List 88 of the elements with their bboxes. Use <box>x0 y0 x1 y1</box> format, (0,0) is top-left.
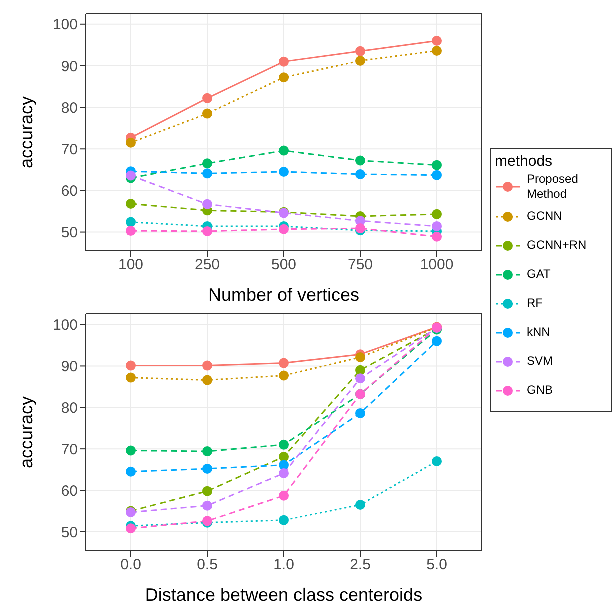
point <box>279 515 289 526</box>
legend-label: GAT <box>527 267 551 282</box>
point <box>432 232 442 242</box>
point <box>356 408 366 418</box>
point <box>356 352 366 363</box>
y-axis-title: accuracy <box>16 396 36 469</box>
point <box>279 224 289 234</box>
y-tick-label: 50 <box>61 524 78 542</box>
x-tick-label: 0.0 <box>120 556 142 574</box>
y-tick-label: 60 <box>61 183 78 200</box>
point <box>356 500 366 510</box>
point <box>126 446 136 456</box>
point <box>126 170 136 181</box>
x-axis-title: Distance between class centeroids <box>145 585 423 605</box>
point <box>202 93 212 104</box>
legend-label: SVM <box>527 354 554 369</box>
point <box>126 466 136 477</box>
point <box>279 56 289 67</box>
y-tick-label: 50 <box>61 224 78 242</box>
legend-title: methods <box>495 153 554 170</box>
point <box>432 456 442 467</box>
y-tick-label: 100 <box>52 317 78 334</box>
point <box>279 490 289 501</box>
x-axis-title: Number of vertices <box>208 285 360 305</box>
point <box>432 36 442 46</box>
x-tick-label: 750 <box>348 256 374 274</box>
y-tick-label: 70 <box>61 141 78 158</box>
point <box>432 170 442 180</box>
point <box>126 524 136 534</box>
point <box>279 358 289 368</box>
x-tick-label: 2.5 <box>350 556 371 574</box>
point <box>126 360 136 371</box>
point <box>356 365 366 376</box>
point <box>279 468 289 479</box>
point <box>279 452 289 462</box>
point <box>202 500 212 511</box>
point <box>279 72 289 83</box>
y-tick-label: 60 <box>61 482 78 500</box>
point <box>432 209 442 220</box>
point <box>202 199 212 210</box>
x-tick-label: 1.0 <box>274 556 294 574</box>
legend-label: GCNN+RN <box>527 238 587 253</box>
point <box>202 168 212 179</box>
x-tick-label: 500 <box>271 256 297 274</box>
point <box>356 169 366 180</box>
point <box>126 138 136 148</box>
point <box>279 440 289 450</box>
y-axis-title: accuracy <box>16 96 36 169</box>
legend-label: GNB <box>527 383 554 398</box>
point <box>202 158 212 169</box>
point <box>202 464 212 474</box>
point <box>279 460 289 470</box>
point <box>432 336 442 346</box>
y-tick-label: 90 <box>61 358 78 376</box>
point <box>432 46 442 56</box>
point <box>432 160 442 170</box>
point <box>356 156 366 166</box>
point <box>279 370 289 381</box>
point <box>356 56 366 66</box>
legend-label: GCNN <box>527 209 562 224</box>
point <box>279 146 289 156</box>
legend-label: Proposed Method <box>527 172 580 202</box>
legend-label: RF <box>527 296 543 311</box>
y-tick-label: 100 <box>52 16 78 34</box>
y-tick-label: 80 <box>61 100 78 117</box>
point <box>356 374 366 384</box>
x-tick-label: 250 <box>194 256 220 274</box>
x-tick-label: 5.0 <box>426 556 448 574</box>
x-tick-label: 1000 <box>420 256 454 274</box>
legend-label: kNN <box>527 325 550 340</box>
point <box>202 486 212 496</box>
point <box>126 226 136 236</box>
point <box>202 360 212 371</box>
point <box>202 108 212 119</box>
y-tick-label: 70 <box>61 441 78 458</box>
point <box>279 167 289 177</box>
point <box>356 46 366 56</box>
point <box>126 372 136 383</box>
y-tick-label: 80 <box>61 400 78 417</box>
point <box>202 446 212 457</box>
x-tick-label: 100 <box>118 256 144 274</box>
point <box>126 199 136 210</box>
point <box>432 221 442 232</box>
point <box>126 217 136 228</box>
x-tick-label: 0.5 <box>197 556 218 574</box>
y-tick-label: 90 <box>61 58 78 76</box>
point <box>202 226 212 236</box>
point <box>202 375 212 386</box>
